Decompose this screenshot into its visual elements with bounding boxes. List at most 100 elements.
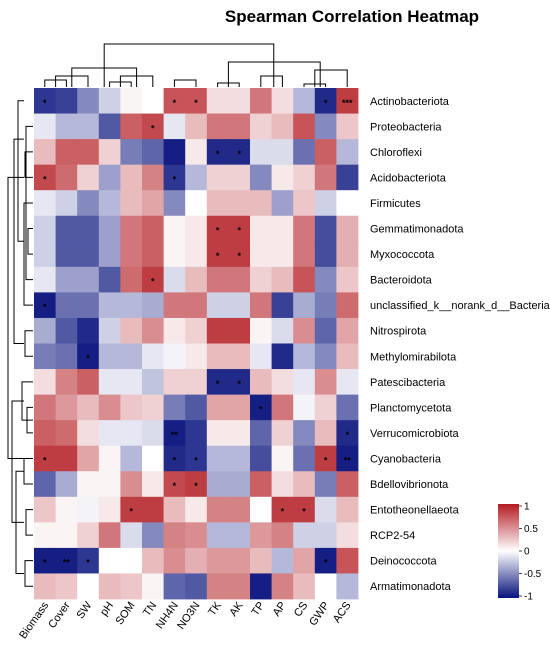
heatmap-cell [336,113,359,140]
heatmap-cell [314,573,337,600]
column-label: Biomass [17,599,51,641]
heatmap-cell [206,343,229,370]
heatmap-cell [34,164,56,191]
heatmap-cell [120,241,143,268]
heatmap-cell [163,471,186,498]
heatmap-cells [34,88,359,600]
heatmap-cell [336,394,359,421]
heatmap-cell [336,522,359,549]
heatmap-cell [185,522,208,549]
heatmap-cell [98,522,121,549]
significance-mark: * [259,404,263,414]
row-dendrogram [7,100,33,587]
heatmap-cell [293,139,316,166]
heatmap-cell [120,317,143,344]
heatmap-cell [34,88,56,114]
heatmap-cell [271,88,294,114]
heatmap-cell [314,241,337,268]
dendrogram-branch [103,43,275,87]
heatmap-cell [293,164,316,191]
column-label: TN [141,600,159,619]
significance-mark: * [324,455,328,465]
heatmap-cell [77,420,100,447]
heatmap-cell [98,471,121,498]
heatmap-cell [55,394,78,421]
heatmap-cell [314,317,337,344]
heatmap-cell [228,241,251,268]
heatmap-cell [120,113,143,140]
dendrogram-branch [25,509,33,536]
row-label: Acidobacteriota [370,172,447,184]
significance-mark: * [173,481,177,491]
heatmap-cell [34,215,56,242]
row-label: Bacteroidota [370,275,433,287]
heatmap-cell [336,445,359,472]
heatmap-cell [98,317,121,344]
heatmap-cell [98,215,121,242]
column-label: TP [249,600,267,618]
heatmap-cell [271,369,294,395]
heatmap-cell [271,547,294,574]
heatmap-cell [250,420,272,447]
heatmap-cell [228,496,251,523]
significance-mark: ** [63,558,71,568]
heatmap-cell [293,547,316,574]
row-label: Methylomirabilota [370,351,457,363]
heatmap-cell [336,369,359,395]
significance-mark: * [237,226,241,236]
significance-mark: * [237,379,241,389]
heatmap-cell [271,317,294,344]
column-label: GWP [307,600,332,628]
heatmap-cell [34,522,56,549]
significance-mark: * [173,98,177,108]
heatmap-cell [293,241,316,268]
heatmap-cell [142,88,164,114]
heatmap-cell [336,241,359,268]
heatmap-cell [185,164,208,191]
heatmap-cell [98,292,121,319]
heatmap-cell [228,164,251,191]
heatmap-cell [314,266,337,293]
heatmap-cell [98,241,121,268]
dendrogram-branch [314,69,348,87]
heatmap-cell [271,420,294,447]
heatmap-cell [185,139,208,166]
dendrogram-branch [227,61,321,87]
heatmap-cell [98,190,121,217]
heatmap-cell [120,445,143,472]
heatmap-cell [336,190,359,217]
heatmap-cell [142,266,164,293]
heatmap-cell [142,471,164,498]
heatmap-cell [206,317,229,344]
significance-mark: * [173,455,177,465]
heatmap-cell [163,445,186,472]
row-label: Actinobacteriota [370,96,450,108]
significance-mark: * [216,226,220,236]
heatmap-cell [77,139,100,166]
heatmap-cell [314,369,337,395]
dendrogram-branch [13,138,24,344]
heatmap-cell [271,573,294,600]
heatmap-cell [250,496,272,523]
column-dendrogram [44,43,348,87]
column-label: AK [227,599,246,618]
row-label: Gemmatimonadota [370,224,464,236]
heatmap-cell [34,420,56,447]
heatmap-cell [293,317,316,344]
legend-tick-label: -0.5 [524,569,542,580]
heatmap-cell [77,292,100,319]
heatmap-cell [142,190,164,217]
dendrogram-branch [260,75,283,87]
heatmap-cell [271,471,294,498]
heatmap-cell [228,369,251,395]
heatmap-cell [206,241,229,268]
significance-mark: * [324,558,328,568]
heatmap-cell [314,113,337,140]
heatmap-cell [185,573,208,600]
heatmap-cell [120,164,143,191]
heatmap-cell [206,215,229,242]
heatmap-cell [206,139,229,166]
heatmap-cell [163,343,186,370]
significance-mark: * [345,430,349,440]
significance-mark: * [43,98,47,108]
